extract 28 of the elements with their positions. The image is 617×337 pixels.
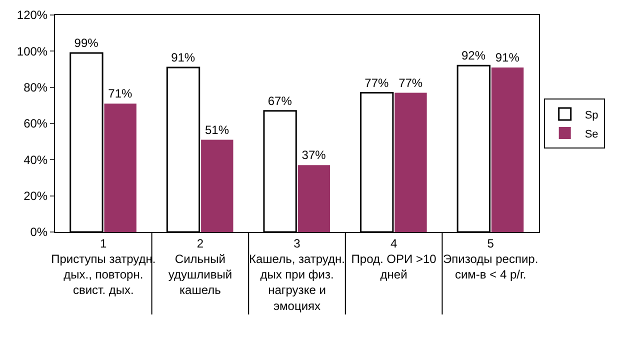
bar: [491, 67, 524, 232]
data-label: 51%: [204, 122, 230, 137]
data-label: 91%: [171, 50, 196, 64]
y-tick-label: 100%: [16, 44, 48, 58]
y-tick-label: 40%: [24, 152, 48, 167]
data-label: 92%: [461, 48, 486, 63]
data-label: 99%: [74, 36, 99, 50]
bar: [201, 140, 234, 232]
y-tick-label: 60%: [24, 116, 48, 131]
x-tick-label: 5 Эпизоды респир. сим-в < 4 р/г.: [443, 236, 538, 282]
y-tick-label: 20%: [24, 189, 48, 204]
legend-label: Sp: [584, 109, 598, 122]
data-label: 67%: [268, 94, 292, 108]
data-label: 37%: [302, 148, 326, 162]
y-tick-label: 0%: [30, 225, 48, 240]
data-label: 77%: [398, 76, 423, 90]
x-tick-label: 2 Сильный удушливый кашель: [168, 236, 232, 298]
bar: [104, 104, 136, 232]
x-tick-label: 4 Прод. ОРИ >10 дней: [351, 236, 437, 282]
data-label: 71%: [108, 86, 133, 101]
x-tick-label: 3 Кашель, затрудн. дых при физ. нагрузке и эмоциях: [249, 236, 345, 313]
y-tick-label: 80%: [24, 80, 48, 95]
y-tick-label: 120%: [16, 8, 48, 22]
legend-label: Se: [584, 128, 598, 140]
data-label: 91%: [495, 50, 520, 64]
bar: [394, 92, 427, 232]
bar: [298, 165, 330, 232]
data-label: 77%: [364, 76, 390, 90]
